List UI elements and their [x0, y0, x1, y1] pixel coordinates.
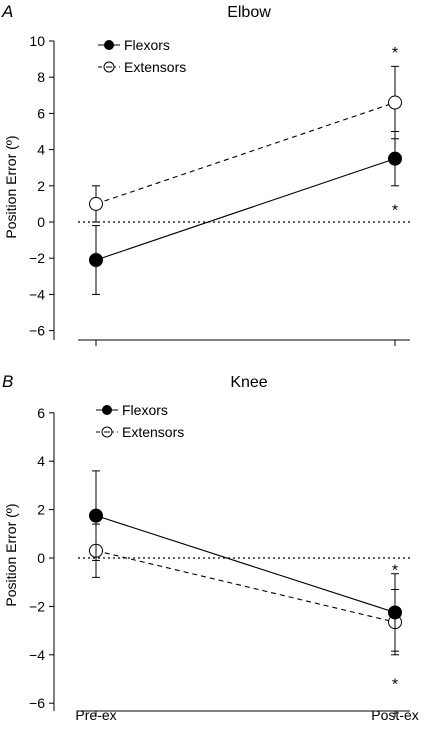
data-point-flexors — [388, 151, 402, 166]
legend-marker — [102, 405, 112, 415]
panel-title: Elbow — [227, 4, 271, 21]
legend-label: Flexors — [124, 37, 170, 53]
y-tick-label: −4 — [29, 647, 45, 663]
panel-knee: B Knee Position Error (º) −6 −4 −2 0 2 4 6 * * Fl… — [2, 372, 410, 717]
panel-elbow: A Elbow Position Error (º) −6 −4 −2 0 2 4 6 8 10… — [1, 2, 410, 346]
x-tick-label-post-ex: Post-ex — [371, 707, 418, 723]
y-tick-label: 10 — [29, 33, 45, 49]
legend-label: Flexors — [122, 402, 168, 418]
series-line-extensors — [95, 550, 396, 623]
y-axis-label: Position Error (º) — [3, 503, 19, 606]
y-tick-label: −4 — [29, 286, 45, 302]
y-tick-label: −6 — [29, 323, 45, 339]
y-tick-label: 0 — [37, 214, 45, 230]
panel-title: Knee — [230, 374, 267, 391]
y-tick-label: −6 — [29, 695, 45, 711]
data-point-flexors — [388, 605, 402, 620]
series-line-extensors — [95, 102, 396, 205]
y-tick-label: 0 — [37, 550, 45, 566]
y-tick-label: 2 — [37, 178, 45, 194]
y-tick-label: 4 — [37, 142, 45, 158]
y-tick-label: 4 — [37, 453, 45, 469]
legend-label: Extensors — [124, 59, 186, 75]
significance-star: * — [392, 563, 398, 580]
y-axis-label: Position Error (º) — [3, 135, 19, 238]
significance-star: * — [392, 45, 398, 62]
y-tick-label: 6 — [37, 405, 45, 421]
data-point-flexors — [89, 253, 103, 268]
y-tick-label: 2 — [37, 502, 45, 518]
legend-marker — [104, 40, 114, 50]
significance-star: * — [392, 203, 398, 220]
y-tick-label: −2 — [29, 250, 45, 266]
series-line-flexors — [95, 158, 396, 261]
data-point-flexors — [89, 508, 103, 523]
panel-letter: B — [2, 372, 13, 391]
significance-star: * — [392, 676, 398, 693]
y-tick-label: 8 — [37, 69, 45, 85]
legend-label: Extensors — [122, 424, 184, 440]
panel-letter: A — [1, 2, 13, 21]
x-tick-label-pre-ex: Pre-ex — [75, 707, 116, 723]
data-point-extensors — [388, 95, 402, 110]
series-line-flexors — [95, 515, 396, 613]
y-tick-label: 6 — [37, 105, 45, 121]
data-point-extensors — [89, 196, 103, 211]
y-tick-label: −2 — [29, 598, 45, 614]
